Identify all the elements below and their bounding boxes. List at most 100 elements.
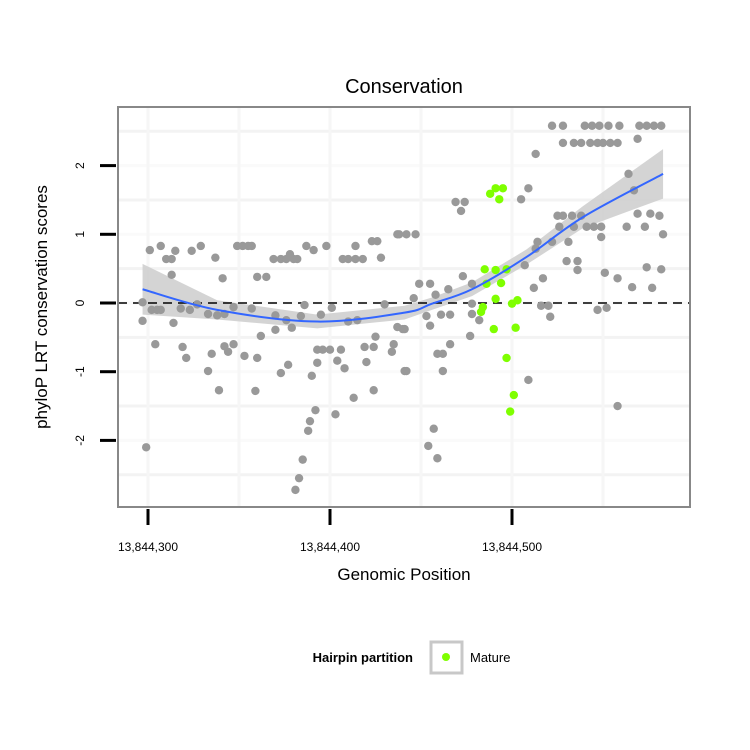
other-point xyxy=(613,401,622,411)
other-point xyxy=(444,285,453,294)
other-point xyxy=(613,274,622,283)
other-point xyxy=(251,386,260,396)
other-point xyxy=(369,386,378,395)
other-point xyxy=(203,366,213,376)
other-point xyxy=(425,321,435,330)
other-point xyxy=(369,342,378,352)
other-point xyxy=(294,473,304,483)
other-point xyxy=(587,121,597,130)
other-point xyxy=(223,347,233,356)
other-point xyxy=(156,305,165,315)
plot-border xyxy=(117,106,691,508)
other-point xyxy=(325,345,335,354)
other-point xyxy=(596,232,606,242)
smooth-fit-line xyxy=(142,172,664,323)
y-tick-label: -2 xyxy=(73,435,87,446)
other-point xyxy=(212,311,222,320)
other-point xyxy=(436,310,446,319)
other-point xyxy=(276,368,286,378)
other-point xyxy=(336,345,346,354)
other-point xyxy=(467,309,477,319)
other-point xyxy=(316,310,326,319)
other-point xyxy=(460,197,469,207)
other-point xyxy=(171,246,180,255)
other-point xyxy=(635,121,644,130)
other-point xyxy=(344,317,353,326)
other-point xyxy=(558,211,568,220)
other-point xyxy=(214,386,224,395)
other-point xyxy=(229,302,238,312)
confidence-ribbon xyxy=(142,149,664,329)
other-point xyxy=(593,305,602,315)
other-point xyxy=(302,241,311,251)
legend: Hairpin partition Mature xyxy=(313,640,510,675)
other-point xyxy=(271,325,280,334)
other-point xyxy=(291,485,300,495)
other-point xyxy=(389,340,398,349)
other-point xyxy=(564,237,573,247)
other-point xyxy=(340,364,349,373)
other-point xyxy=(573,256,582,266)
other-point xyxy=(646,209,655,218)
other-point xyxy=(351,254,360,264)
other-point xyxy=(218,274,227,283)
other-point xyxy=(362,357,371,367)
x-tick-label: 13,844,400 xyxy=(300,540,360,554)
other-point xyxy=(283,360,293,370)
mature-point xyxy=(476,307,486,317)
other-point xyxy=(167,254,176,264)
other-point xyxy=(633,209,642,218)
mature-point xyxy=(511,323,520,332)
other-point xyxy=(313,358,322,367)
other-point xyxy=(424,441,433,451)
legend-label-mature: Mature xyxy=(470,650,510,665)
other-point xyxy=(467,279,477,288)
other-point xyxy=(360,342,369,352)
y-axis-label: phyloP LRT conservation scores xyxy=(32,185,51,429)
x-axis-label: Genomic Position xyxy=(337,565,470,584)
other-point xyxy=(567,211,577,220)
other-point xyxy=(615,121,624,130)
other-point xyxy=(409,293,418,303)
mature-point xyxy=(505,407,515,416)
other-point xyxy=(655,211,664,220)
other-point xyxy=(318,345,327,354)
other-point xyxy=(178,342,187,352)
other-point xyxy=(649,121,659,130)
other-point xyxy=(253,353,262,363)
other-point xyxy=(475,315,484,325)
other-point xyxy=(555,222,564,231)
other-point xyxy=(657,121,666,130)
other-point xyxy=(169,318,178,328)
other-point xyxy=(622,222,631,231)
other-point xyxy=(253,272,262,282)
other-point xyxy=(327,303,337,313)
other-point xyxy=(349,393,358,403)
other-point xyxy=(569,138,579,148)
other-point xyxy=(531,244,540,253)
other-point xyxy=(533,237,542,247)
other-point xyxy=(176,304,185,313)
y-tick-label: -1 xyxy=(73,366,87,377)
other-point xyxy=(604,121,613,130)
other-point xyxy=(520,261,529,270)
other-point xyxy=(376,253,386,262)
mature-point xyxy=(513,296,522,305)
other-point xyxy=(285,250,295,259)
mature-point xyxy=(485,189,495,198)
other-point xyxy=(185,305,195,315)
other-point xyxy=(586,138,595,148)
other-point xyxy=(425,279,435,288)
other-point xyxy=(429,424,438,433)
y-tick-label: 0 xyxy=(73,299,87,306)
other-point xyxy=(240,351,249,361)
other-point xyxy=(151,340,160,349)
other-point xyxy=(536,301,546,310)
other-point xyxy=(516,195,526,204)
other-point xyxy=(358,254,367,264)
other-point xyxy=(344,254,353,264)
other-point xyxy=(582,222,591,231)
other-point xyxy=(633,134,642,144)
mature-point xyxy=(495,195,504,204)
